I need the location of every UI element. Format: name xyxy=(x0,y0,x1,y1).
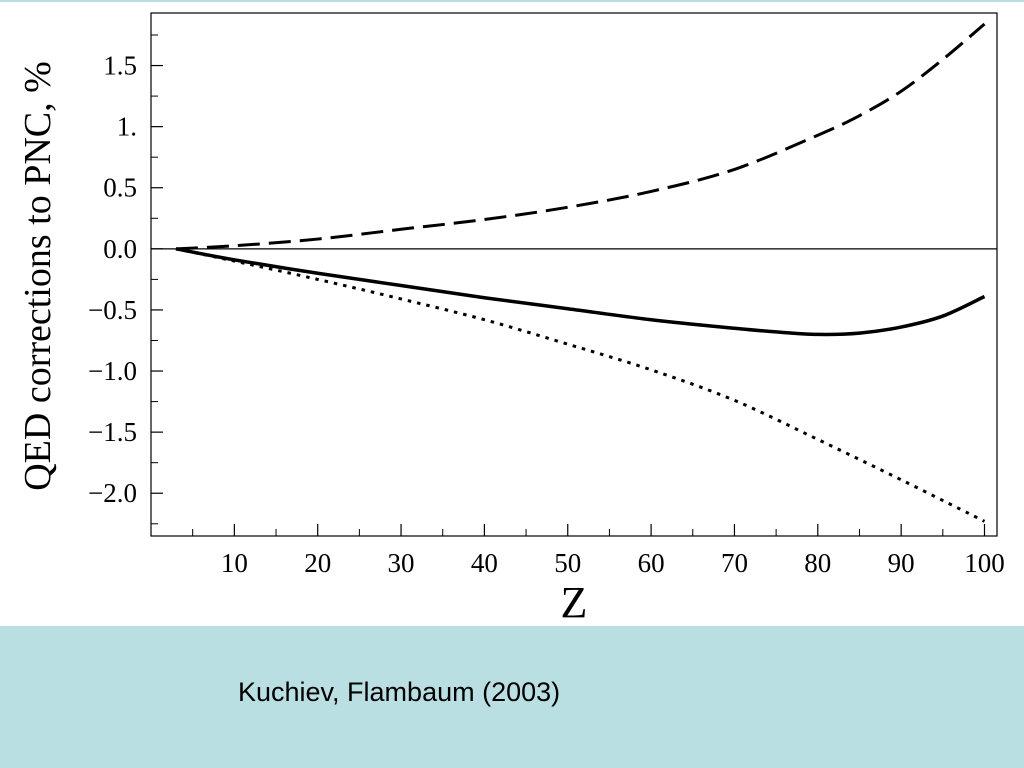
x-tick-label: 70 xyxy=(721,548,748,578)
x-tick-label: 50 xyxy=(554,548,581,578)
y-tick-label: 1. xyxy=(117,112,137,142)
x-tick-label: 80 xyxy=(804,548,831,578)
top-divider xyxy=(0,0,1024,2)
chart: 10 20 30 40 50 60 70 80 90 100 1.5 1. 0.5 0.0 −0.5 −1.0… xyxy=(17,12,1005,626)
x-tick-label: 60 xyxy=(638,548,665,578)
x-axis-title: Z xyxy=(561,578,588,626)
dashed-series-line xyxy=(175,22,986,251)
y-tick-label: −2.0 xyxy=(88,478,137,508)
y-tick-label: −0.5 xyxy=(88,295,137,325)
x-tick-label: 10 xyxy=(221,548,248,578)
chart-svg: 10 20 30 40 50 60 70 80 90 100 1.5 1. 0.5 0.0 −0.5 −1.0… xyxy=(17,12,1005,626)
y-tick-label: 0.0 xyxy=(103,234,137,264)
x-tick-label: 100 xyxy=(964,548,1005,578)
y-tick-label: 0.5 xyxy=(103,173,137,203)
plot-frame xyxy=(150,12,998,537)
solid-series-line xyxy=(175,247,986,337)
y-tick-label: −1.0 xyxy=(88,356,137,386)
x-tick-label: 20 xyxy=(304,548,331,578)
caption-band xyxy=(0,626,1024,768)
y-axis-title: QED corrections to PNC, % xyxy=(17,61,59,491)
dotted-series-line xyxy=(175,247,986,523)
y-tick-label: −1.5 xyxy=(88,417,137,447)
series-layer xyxy=(175,22,986,523)
x-tick-label: 40 xyxy=(471,548,498,578)
caption: Kuchiev, Flambaum (2003) xyxy=(238,677,561,707)
x-tick-label: 90 xyxy=(888,548,915,578)
axis-layer: 10 20 30 40 50 60 70 80 90 100 1.5 1. 0.5 0.0 −0.5 −1.0… xyxy=(88,34,1005,578)
x-tick-label: 30 xyxy=(388,548,415,578)
y-tick-label: 1.5 xyxy=(103,51,137,81)
